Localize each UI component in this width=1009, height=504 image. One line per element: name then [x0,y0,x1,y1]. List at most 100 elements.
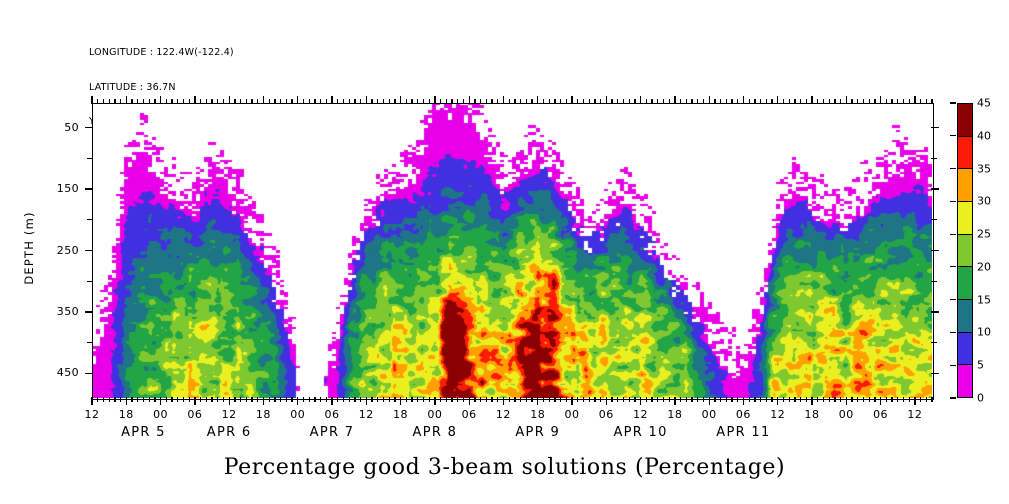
x-tick-minor [211,397,213,402]
x-tick-minor-top [725,99,727,104]
x-tick-minor [377,397,379,402]
x-hour-label: 06 [873,408,889,421]
x-tick-minor [108,397,110,402]
x-tick-minor-top [274,99,276,104]
x-tick-minor-top [657,99,659,104]
y-tick-major [85,126,93,129]
x-tick-minor-top [382,99,385,104]
x-tick-major-top [708,96,710,104]
x-tick-minor [285,397,287,402]
x-tick-minor-top [691,99,693,104]
x-tick-minor-top [205,99,207,104]
x-tick-minor-top [491,99,493,104]
y-tick-minor [87,341,93,344]
x-tick-minor-top [519,99,522,104]
x-tick-major-top [434,96,436,104]
x-tick-minor [137,397,139,402]
x-tick-minor-top [388,99,390,104]
x-hour-label: 18 [255,408,271,421]
x-tick-minor [885,397,887,402]
x-hour-label: 18 [530,408,546,421]
x-tick-minor [491,397,493,402]
x-tick-major-top [125,96,127,104]
x-tick-minor [257,397,259,402]
x-tick-minor-top [371,99,373,104]
x-tick-minor-top [628,99,630,104]
x-tick-minor [131,397,133,402]
x-tick-minor [897,397,899,402]
x-tick-major-top [845,96,847,104]
x-tick-minor [411,397,413,402]
x-tick-minor [114,397,116,402]
colorbar-band-30-35 [958,168,972,202]
x-tick-minor-top [508,99,510,104]
y-tick-minor-right [931,280,937,282]
x-tick-major [708,397,710,405]
colorbar-band-25-30 [958,201,972,234]
x-tick-minor-top [245,99,247,104]
x-tick-major [365,397,367,405]
x-tick-minor-top [862,99,865,104]
y-tick-major-right [931,188,939,190]
x-tick-minor [657,397,659,402]
x-tick-major-top [399,96,402,104]
x-tick-minor [337,397,339,402]
x-tick-minor-top [668,99,670,104]
x-tick-major-top [159,96,162,104]
x-tick-minor-top [182,99,185,104]
y-tick-minor [87,280,93,282]
colorbar-tick [950,266,956,268]
x-tick-minor [805,397,807,402]
x-tick-minor-top [599,99,602,104]
x-tick-major-top [91,96,93,104]
colorbar-band-35-40 [958,135,972,169]
x-tick-minor [794,397,796,402]
x-tick-minor-top [788,99,790,104]
colorbar-tick-label: 0 [977,391,984,405]
x-tick-major [91,397,93,405]
x-tick-major [297,397,299,405]
x-tick-minor-top [217,99,219,104]
x-tick-minor-top [765,99,767,104]
x-tick-minor [645,397,647,402]
x-tick-minor [679,397,682,402]
x-tick-minor [599,397,602,402]
x-tick-minor [148,397,150,402]
x-tick-minor-top [594,99,596,104]
colorbar-tick [950,364,956,366]
x-tick-minor [234,397,236,402]
x-tick-minor [874,397,876,402]
x-tick-minor-top [279,99,282,104]
x-tick-minor [439,397,442,402]
x-tick-minor-top [542,99,545,104]
x-tick-minor [662,397,665,402]
x-tick-major-top [879,96,882,104]
colorbar-tick-label: 25 [977,227,991,241]
x-tick-minor-top [582,99,585,104]
x-tick-major [537,397,539,405]
x-tick-minor [251,397,253,402]
x-tick-minor [817,397,819,402]
x-tick-minor [931,397,933,402]
colorbar-tick [950,331,956,334]
x-tick-minor-top [548,99,550,104]
x-tick-minor [348,397,350,402]
x-tick-minor [594,397,596,402]
x-tick-minor-top [925,99,927,104]
x-tick-minor-top [234,99,236,104]
colorbar-band-40-45 [958,104,972,136]
x-tick-minor [588,397,590,402]
x-tick-minor [217,397,219,402]
x-hour-label: 00 [153,408,169,421]
x-hour-label: 12 [221,408,237,421]
x-tick-minor-top [291,99,293,104]
x-tick-minor [702,397,705,402]
x-tick-minor-top [662,99,665,104]
y-tick-major [85,311,93,313]
x-tick-minor-top [239,99,242,104]
x-tick-minor [919,397,922,402]
x-tick-major-top [194,96,196,104]
x-tick-minor-top [697,99,699,104]
x-tick-minor-top [405,99,407,104]
x-tick-minor-top [108,99,110,104]
